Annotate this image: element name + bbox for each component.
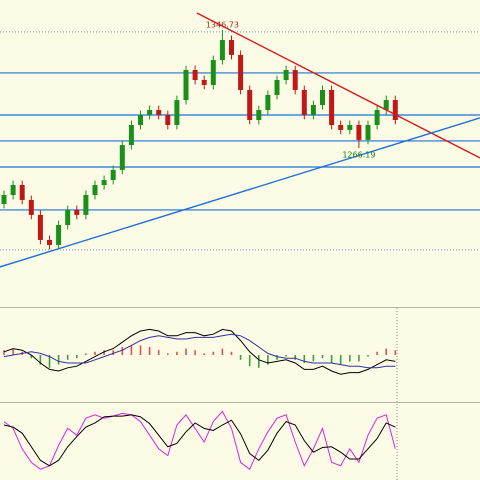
macd-signal	[3, 333, 396, 369]
candle-body	[74, 209, 80, 215]
macd-bar	[76, 355, 78, 359]
candle-body	[138, 114, 143, 125]
candle-body	[201, 79, 207, 85]
macd-bar	[385, 348, 387, 355]
macd-bar	[303, 355, 306, 363]
candle-body	[110, 169, 116, 181]
candle-body	[1, 194, 7, 204]
macd-bar	[294, 355, 296, 360]
trend-line	[0, 117, 480, 268]
candle-body	[10, 185, 16, 195]
macd-line	[3, 328, 396, 375]
macd-bar	[239, 355, 242, 360]
candle-body	[292, 70, 298, 90]
macd-bar	[321, 355, 324, 359]
candle-body	[219, 39, 225, 61]
candle-body	[83, 194, 89, 215]
macd-bar	[203, 353, 205, 355]
macd-bar	[276, 355, 278, 360]
macd-bar	[248, 355, 251, 367]
macd-bar	[148, 347, 151, 355]
candle-body	[238, 54, 244, 90]
price-annotation: 1346.73	[206, 20, 239, 29]
candle-body	[65, 209, 71, 226]
stoch-k	[3, 410, 396, 470]
price-annotation: 1266.19	[342, 150, 375, 159]
macd-bar	[285, 355, 287, 357]
macd-bar	[139, 345, 142, 355]
candle-body	[147, 110, 153, 115]
candle-body	[92, 185, 98, 195]
candle-body	[347, 124, 353, 130]
macd-bar	[57, 355, 60, 365]
macd-bar	[230, 351, 233, 355]
macd-bar	[312, 355, 315, 362]
macd-bar	[176, 351, 178, 355]
macd-bar	[185, 348, 187, 355]
macd-bar	[103, 350, 105, 355]
macd-bar	[48, 355, 51, 368]
macd-bar	[12, 348, 14, 355]
macd-bar	[394, 350, 397, 355]
candle-body	[128, 124, 134, 146]
candle-body	[338, 124, 344, 130]
candle-body	[19, 185, 25, 200]
candle-body	[37, 214, 43, 240]
macd-bar	[330, 355, 333, 363]
macd-bar	[3, 350, 5, 355]
candle-body	[283, 70, 289, 80]
candle-body	[183, 70, 189, 101]
candle-body	[274, 79, 280, 95]
macd-bar	[267, 355, 269, 365]
candle-body	[329, 89, 335, 125]
candle-body	[247, 89, 253, 120]
candle-body	[119, 145, 125, 170]
stoch-d	[3, 414, 396, 467]
macd-bar	[194, 350, 196, 355]
macd-bar	[339, 355, 342, 365]
candle-body	[101, 180, 107, 186]
macd-bar	[376, 351, 378, 355]
candle-body	[383, 100, 389, 111]
macd-bar	[112, 350, 114, 355]
macd-bar	[130, 345, 133, 355]
macd-bar	[367, 355, 369, 357]
candle-body	[165, 114, 171, 125]
macd-bar	[94, 351, 96, 355]
macd-bar	[167, 353, 169, 355]
candle-body	[374, 110, 380, 125]
candle-body	[365, 124, 371, 140]
candle-body	[310, 105, 316, 115]
candle-body	[210, 60, 216, 85]
candle-body	[229, 39, 234, 55]
candle-body	[192, 70, 198, 80]
candle-body	[28, 199, 34, 215]
candle-body	[174, 100, 180, 125]
candle-body	[265, 94, 271, 111]
macd-bar	[66, 355, 69, 360]
macd-bar	[157, 350, 160, 355]
candle-body	[56, 225, 62, 245]
candle-body	[392, 100, 398, 120]
macd-bar	[349, 355, 351, 362]
macd-bar	[258, 355, 260, 368]
candle-body	[356, 124, 362, 140]
candle-body	[156, 110, 162, 115]
candle-body	[301, 89, 307, 115]
macd-bar	[85, 353, 87, 355]
macd-bar	[212, 351, 215, 355]
macd-bar	[30, 355, 33, 359]
candle-body	[256, 110, 262, 120]
trend-line	[196, 12, 480, 159]
macd-bar	[121, 347, 124, 355]
macd-bar	[221, 348, 224, 355]
candle-body	[47, 239, 52, 245]
macd-bar	[358, 355, 360, 362]
candle-body	[320, 89, 325, 106]
macd-bar	[39, 355, 42, 365]
